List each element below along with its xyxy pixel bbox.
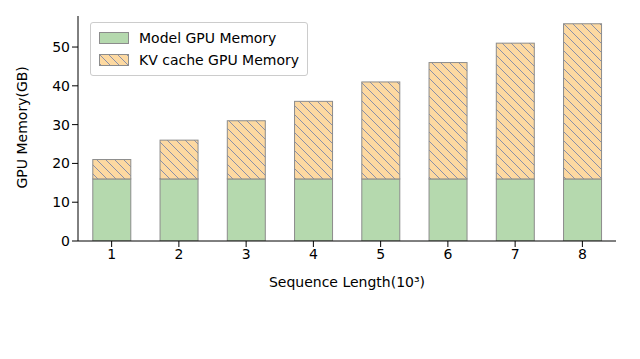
svg-text:40: 40	[52, 78, 70, 94]
svg-text:10: 10	[52, 194, 70, 210]
svg-text:1: 1	[107, 246, 116, 262]
svg-text:6: 6	[443, 246, 452, 262]
svg-text:50: 50	[52, 39, 70, 55]
svg-text:4: 4	[309, 246, 318, 262]
svg-text:30: 30	[52, 117, 70, 133]
svg-text:20: 20	[52, 155, 70, 171]
svg-text:0: 0	[61, 233, 70, 249]
svg-text:3: 3	[242, 246, 251, 262]
svg-text:8: 8	[578, 246, 587, 262]
svg-text:7: 7	[511, 246, 520, 262]
svg-text:Sequence Length(10³): Sequence Length(10³)	[269, 274, 425, 290]
svg-text:5: 5	[376, 246, 385, 262]
svg-text:GPU Memory(GB): GPU Memory(GB)	[14, 66, 30, 188]
svg-text:2: 2	[174, 246, 183, 262]
html-text:Model GPU Memory: Model GPU Memory	[139, 30, 277, 46]
html-text:KV cache GPU Memory: KV cache GPU Memory	[139, 52, 299, 68]
